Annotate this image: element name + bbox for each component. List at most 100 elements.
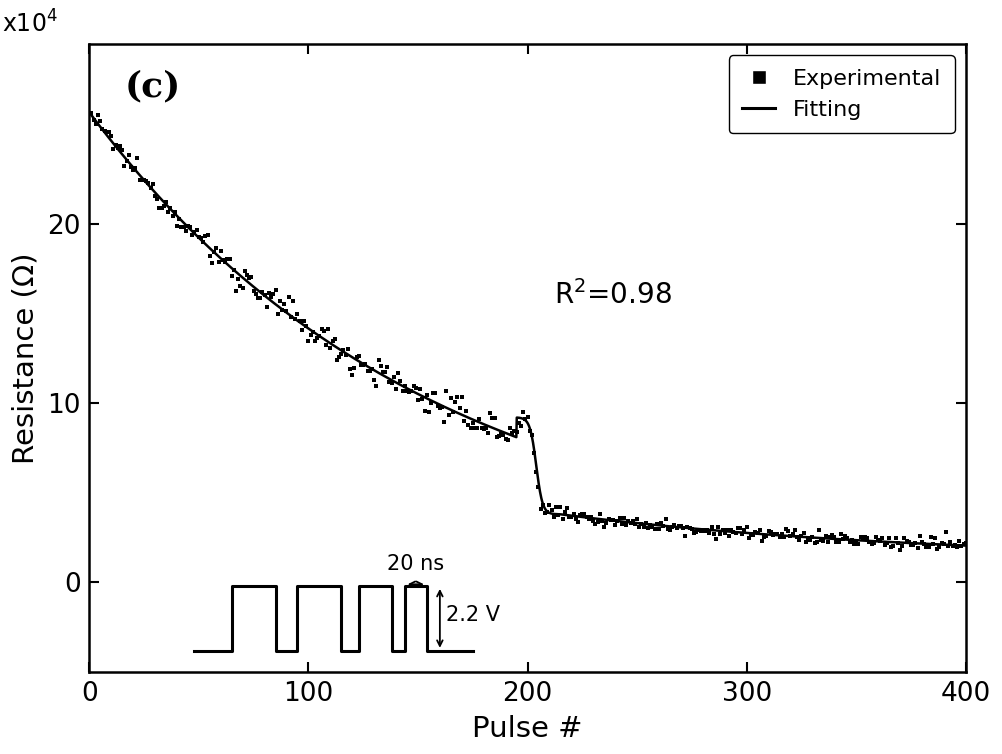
Point bbox=[327, 333, 343, 345]
Y-axis label: Resistance (Ω): Resistance (Ω) bbox=[11, 253, 39, 464]
Point bbox=[449, 391, 465, 403]
Legend: Experimental, Fitting: Experimental, Fitting bbox=[728, 55, 955, 133]
Point bbox=[923, 531, 939, 543]
Point bbox=[838, 530, 854, 542]
Point bbox=[217, 256, 233, 268]
Point bbox=[123, 161, 139, 173]
Point bbox=[883, 541, 899, 553]
Point bbox=[929, 544, 945, 556]
Point bbox=[694, 524, 710, 536]
Point bbox=[927, 532, 943, 544]
Text: R$^2$=0.98: R$^2$=0.98 bbox=[554, 280, 671, 311]
Point bbox=[371, 354, 387, 366]
Point bbox=[120, 149, 136, 161]
Point bbox=[469, 422, 485, 434]
Point bbox=[382, 376, 398, 388]
Point bbox=[342, 363, 358, 375]
Point bbox=[921, 541, 937, 553]
Point bbox=[208, 242, 224, 254]
Point bbox=[99, 126, 115, 138]
Point bbox=[576, 507, 592, 520]
Point bbox=[587, 518, 603, 530]
Point bbox=[478, 422, 494, 434]
Point bbox=[729, 522, 745, 534]
Point bbox=[603, 514, 619, 526]
Point bbox=[299, 320, 315, 332]
Point bbox=[366, 374, 382, 386]
Point bbox=[765, 529, 781, 541]
Point bbox=[316, 325, 332, 337]
Point bbox=[465, 417, 481, 429]
Point bbox=[439, 385, 455, 397]
Point bbox=[110, 142, 126, 154]
Point bbox=[679, 522, 695, 534]
Point bbox=[364, 363, 380, 375]
Point bbox=[803, 534, 819, 546]
Point bbox=[524, 429, 540, 441]
Point bbox=[241, 271, 258, 284]
Point bbox=[436, 415, 452, 428]
Point bbox=[160, 207, 176, 219]
Point bbox=[414, 393, 430, 405]
Point bbox=[561, 510, 577, 523]
Point bbox=[81, 107, 97, 119]
Point bbox=[820, 536, 836, 548]
Point bbox=[734, 528, 750, 540]
Point bbox=[406, 380, 422, 392]
Point bbox=[800, 532, 816, 544]
Point bbox=[938, 526, 954, 538]
Point bbox=[103, 130, 119, 143]
Point bbox=[629, 513, 645, 525]
Point bbox=[195, 236, 211, 248]
Point bbox=[92, 115, 108, 127]
Point bbox=[609, 515, 625, 527]
Point bbox=[201, 250, 217, 262]
Point bbox=[589, 516, 605, 529]
Point bbox=[173, 221, 189, 233]
Point bbox=[153, 202, 169, 214]
Point bbox=[463, 422, 479, 434]
Point bbox=[454, 391, 470, 403]
Point bbox=[482, 406, 498, 418]
Point bbox=[230, 273, 246, 285]
Point bbox=[740, 532, 757, 544]
Point bbox=[528, 466, 544, 478]
Point bbox=[708, 533, 724, 545]
Point bbox=[718, 524, 734, 536]
Point bbox=[868, 532, 884, 544]
Point bbox=[410, 394, 426, 406]
Point bbox=[495, 428, 511, 440]
Point bbox=[369, 380, 385, 392]
Point bbox=[855, 532, 871, 544]
Point bbox=[358, 358, 374, 370]
Point bbox=[559, 502, 575, 514]
Point bbox=[723, 524, 739, 536]
Point bbox=[186, 226, 202, 238]
Point bbox=[833, 529, 849, 541]
Point bbox=[664, 522, 680, 534]
Point bbox=[879, 537, 895, 549]
Point bbox=[489, 431, 505, 443]
Point bbox=[851, 538, 867, 550]
Point bbox=[633, 518, 649, 530]
Point bbox=[768, 528, 784, 540]
Point bbox=[668, 523, 684, 535]
Point bbox=[349, 351, 365, 363]
Point bbox=[910, 541, 926, 553]
Point bbox=[857, 531, 873, 543]
Point bbox=[846, 538, 862, 550]
Point bbox=[557, 506, 573, 518]
Point bbox=[705, 528, 721, 540]
Point bbox=[395, 385, 411, 397]
Point bbox=[290, 308, 306, 320]
Point bbox=[701, 527, 717, 539]
Point bbox=[914, 536, 930, 548]
Point bbox=[476, 423, 492, 435]
Point bbox=[334, 348, 350, 360]
Point bbox=[677, 530, 693, 542]
Point bbox=[796, 527, 812, 539]
Point bbox=[266, 288, 282, 300]
Point bbox=[116, 160, 132, 172]
Point bbox=[377, 366, 393, 378]
Point bbox=[314, 323, 330, 335]
